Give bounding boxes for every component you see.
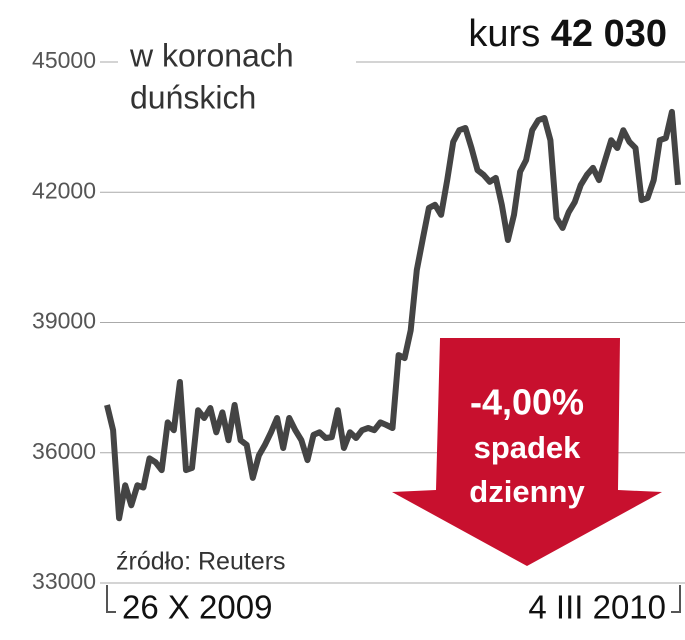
label-backdrop (118, 35, 356, 130)
y-tick-label: 42000 (32, 177, 96, 203)
source-backdrop (112, 545, 337, 579)
drop-arrow (392, 338, 662, 566)
chart-title: kurs 42 030 (468, 13, 667, 55)
y-tick-label: 33000 (32, 568, 96, 594)
y-tick-label: 39000 (32, 308, 96, 334)
title-backdrop (410, 0, 685, 55)
x-tick-label: 4 III 2010 (528, 589, 666, 626)
y-tick-label: 45000 (32, 47, 96, 73)
title-prefix: kurs (468, 13, 540, 55)
axis-bracket (106, 585, 681, 613)
source: źródło: Reuters (116, 548, 286, 576)
unit-label: w koronach (129, 37, 294, 73)
unit-label: duńskich (130, 79, 256, 115)
annotation-text: spadek (474, 430, 582, 465)
annotation-text: -4,00% (470, 382, 584, 423)
price-line (104, 108, 681, 522)
x-tick-label: 26 X 2009 (122, 589, 272, 626)
y-tick-label: 36000 (32, 438, 96, 464)
annotation-text: dzienny (469, 474, 585, 509)
title-value: 42 030 (551, 13, 667, 55)
